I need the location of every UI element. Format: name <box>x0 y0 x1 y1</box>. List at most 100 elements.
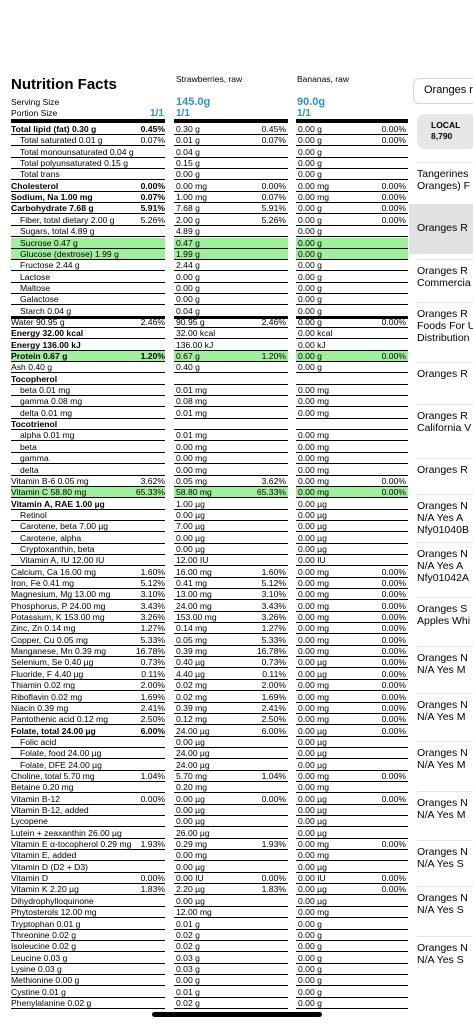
column-1-value: 0.02 g <box>176 929 200 940</box>
row-divider <box>174 292 288 294</box>
column-2-value: 0.00 g <box>298 282 322 293</box>
nutrient-label: Total monounsaturated 0.04 g <box>20 146 134 157</box>
row-divider <box>296 667 408 669</box>
nutrient-label: Energy 136.00 kJ <box>11 339 81 350</box>
row-divider <box>296 803 408 805</box>
result-item-line[interactable]: N/A Yes S <box>417 858 464 870</box>
result-item-line[interactable]: Oranges R <box>417 265 468 277</box>
column-2-value: 0.00 µg <box>298 736 327 747</box>
base-portion[interactable]: 1/1 <box>150 108 164 119</box>
row-divider <box>174 497 288 499</box>
column-1-daily-value: 16.78% <box>256 646 286 657</box>
result-item-line[interactable]: Distribution <box>417 332 470 344</box>
column-portion-1[interactable]: 1/1 <box>176 108 190 119</box>
column-portion-2[interactable]: 1/1 <box>297 108 311 119</box>
result-item-line[interactable]: N/A Yes A <box>417 560 464 572</box>
nutrient-label: Phenylalanine 0.02 g <box>11 997 92 1008</box>
column-1-daily-value: 2.00% <box>261 680 286 691</box>
nutrient-daily-value: 0.07% <box>140 192 165 203</box>
nutrient-label: Vitamin D (D2 + D3) <box>11 861 88 872</box>
result-item-line[interactable]: Foods For U <box>417 320 473 332</box>
nutrient-label: Ash 0.40 g <box>11 362 53 373</box>
row-divider <box>11 451 165 453</box>
row-divider <box>174 758 288 760</box>
result-item-line[interactable]: Apples Whi <box>417 615 471 627</box>
search-field[interactable]: Oranges r <box>413 78 473 104</box>
column-1-daily-value: 2.46% <box>261 316 286 327</box>
row-divider <box>296 383 408 385</box>
row-divider <box>11 519 165 521</box>
highlight-band <box>11 237 165 248</box>
row-divider <box>11 803 165 805</box>
result-item-line[interactable]: Oranges R <box>417 368 468 380</box>
column-2-daily-value: 0.00% <box>381 657 406 668</box>
column-1-value: 0.04 g <box>176 146 200 157</box>
row-divider <box>296 678 408 680</box>
result-item-line[interactable]: N/A Yes A <box>417 512 464 524</box>
nutrient-daily-value: 6.00% <box>140 725 165 736</box>
result-item-line[interactable]: California V <box>417 422 472 434</box>
column-2-daily-value: 0.00% <box>381 578 406 588</box>
column-1-daily-value: 6.00% <box>261 725 286 736</box>
nutrient-daily-value: 0.00% <box>140 793 165 804</box>
result-item-line[interactable]: N/A Yes M <box>417 711 466 723</box>
result-item-line[interactable]: Oranges N <box>417 892 468 904</box>
column-2-value: 0.00 kcal <box>298 328 333 339</box>
result-item-line[interactable]: Oranges N <box>417 797 468 809</box>
nutrient-daily-value: 1.60% <box>140 566 165 577</box>
nutrient-daily-value: 1.69% <box>140 691 165 702</box>
result-item-line[interactable]: Oranges N <box>417 652 468 664</box>
result-item-line[interactable]: N/A Yes M <box>417 809 466 821</box>
nutrient-label: beta <box>20 441 37 452</box>
search-input-text[interactable]: Oranges r <box>424 84 473 96</box>
column-2-value: 0.00 mg <box>298 487 330 498</box>
column-2-daily-value: 0.00% <box>381 793 406 804</box>
highlight-band <box>174 237 288 248</box>
result-item-line[interactable]: Tangerines <box>417 168 469 180</box>
column-2-value: 0.00 µg <box>298 657 327 668</box>
result-item-line[interactable]: Commercia <box>417 277 471 289</box>
result-item-line[interactable]: N/A Yes S <box>417 954 464 966</box>
result-item-line[interactable]: Oranges N <box>417 548 468 560</box>
column-2-value: 0.00 mg <box>298 691 330 702</box>
result-item-line[interactable]: N/A Yes M <box>417 664 466 676</box>
column-2-value: 0.00 g <box>298 248 322 259</box>
result-item-line[interactable]: Oranges R <box>417 308 468 320</box>
column-1-value: 24.00 mg <box>176 600 212 611</box>
result-item-line[interactable]: Oranges R <box>417 464 468 476</box>
column-2-daily-value: 0.00% <box>381 680 406 691</box>
column-1-value: 13.00 mg <box>176 589 212 600</box>
column-2-value: 0.00 µg <box>298 668 327 679</box>
column-2-value: 0.00 mg <box>298 192 330 203</box>
result-item-line[interactable]: Oranges) F <box>417 180 471 192</box>
result-item-line[interactable]: Oranges N <box>417 747 468 759</box>
nutrient-label: Vitamin E, added <box>11 850 77 861</box>
result-item-line[interactable]: Oranges N <box>417 846 468 858</box>
column-1-value: 0.00 g <box>176 975 200 986</box>
column-1-value: 0.39 mg <box>176 646 208 657</box>
row-divider <box>174 395 288 397</box>
row-divider <box>296 644 408 646</box>
home-indicator[interactable] <box>152 1012 322 1017</box>
column-1-value: 0.00 g <box>176 282 200 293</box>
result-item-line[interactable]: N/A Yes S <box>417 904 464 916</box>
result-item-line[interactable]: Nfy01042A <box>417 572 469 584</box>
result-item-line[interactable]: N/A Yes M <box>417 759 466 771</box>
column-2-daily-value: 0.00% <box>381 316 406 327</box>
row-divider <box>11 338 165 340</box>
row-divider <box>296 917 408 919</box>
result-item-line[interactable]: Oranges N <box>417 942 468 954</box>
column-weight-1[interactable]: 145.0g <box>176 96 211 108</box>
column-2-value: 0.00 µg <box>298 509 327 520</box>
nutrient-label: Vitamin A, IU 12.00 IU <box>20 555 105 566</box>
source-database-button[interactable]: LOCAL 8,790 <box>417 114 473 149</box>
result-item-line[interactable]: Oranges R <box>417 222 468 234</box>
result-item-line[interactable]: Oranges N <box>417 699 468 711</box>
result-item-line[interactable]: Oranges R <box>417 410 468 422</box>
column-weight-2[interactable]: 90.0g <box>297 96 326 108</box>
column-1-value: 0.00 mg <box>176 850 208 861</box>
result-item-line[interactable]: Nfy01040B <box>417 524 469 536</box>
result-item-line[interactable]: Oranges N <box>417 500 468 512</box>
row-divider <box>296 553 408 555</box>
result-item-line[interactable]: Oranges S <box>417 603 468 615</box>
